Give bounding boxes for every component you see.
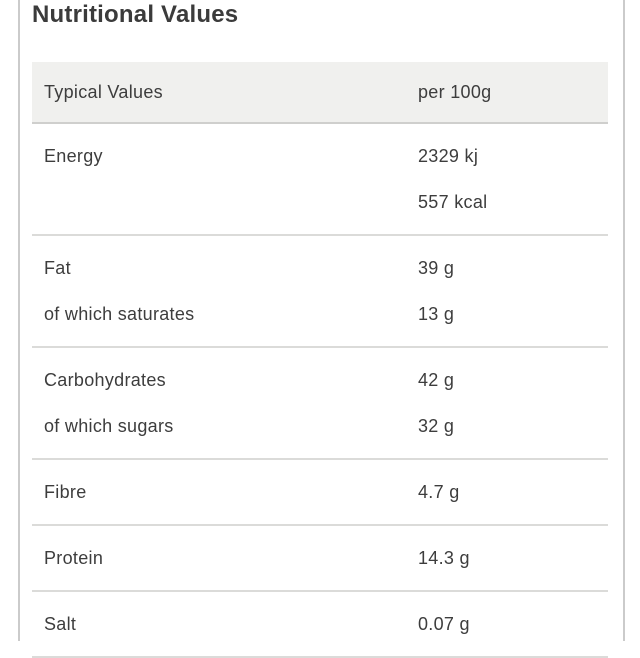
row-value: 0.07 g bbox=[418, 614, 470, 634]
table-row: Fibre 4.7 g bbox=[32, 482, 608, 502]
row-value: 13 g bbox=[418, 304, 455, 324]
content-right-border bbox=[623, 0, 625, 641]
row-value: 557 kcal bbox=[418, 192, 488, 212]
table-row: Protein 14.3 g bbox=[32, 548, 608, 568]
table-body: Energy 2329 kj 557 kcal Fat 39 g of which sat… bbox=[32, 124, 608, 658]
table-row: Energy 2329 kj bbox=[32, 146, 608, 166]
row-value: 32 g bbox=[418, 416, 455, 436]
table-row: of which sugars 32 g bbox=[32, 416, 608, 436]
row-label: of which sugars bbox=[44, 416, 174, 436]
table-section: Salt 0.07 g bbox=[32, 592, 608, 658]
row-value: 14.3 g bbox=[418, 548, 470, 568]
table-row: Fat 39 g bbox=[32, 258, 608, 278]
row-value: 2329 kj bbox=[418, 146, 479, 166]
table-row: of which saturates 13 g bbox=[32, 304, 608, 324]
table-row: Salt 0.07 g bbox=[32, 614, 608, 634]
nutrition-table: Typical Values per 100g Energy 2329 kj 557… bbox=[32, 62, 608, 658]
table-section: Fat 39 g of which saturates 13 g bbox=[32, 236, 608, 348]
row-label: Salt bbox=[44, 614, 77, 634]
table-header-row: Typical Values per 100g bbox=[32, 62, 608, 124]
page-title: Nutritional Values bbox=[32, 1, 239, 28]
row-label: Carbohydrates bbox=[44, 370, 166, 390]
row-value: 42 g bbox=[418, 370, 455, 390]
table-header-label: Typical Values bbox=[44, 82, 163, 102]
row-label: Energy bbox=[44, 146, 103, 166]
table-section: Fibre 4.7 g bbox=[32, 460, 608, 526]
table-row: Carbohydrates 42 g bbox=[32, 370, 608, 390]
content-left-border bbox=[18, 0, 20, 641]
row-value: 39 g bbox=[418, 258, 455, 278]
row-label: Protein bbox=[44, 548, 104, 568]
row-label: Fibre bbox=[44, 482, 87, 502]
table-section: Carbohydrates 42 g of which sugars 32 g bbox=[32, 348, 608, 460]
row-label bbox=[32, 192, 418, 212]
row-label: of which saturates bbox=[44, 304, 195, 324]
table-row: 557 kcal bbox=[32, 192, 608, 212]
row-value: 4.7 g bbox=[418, 482, 460, 502]
row-label: Fat bbox=[44, 258, 71, 278]
table-section: Energy 2329 kj 557 kcal bbox=[32, 124, 608, 236]
nutrition-panel: Nutritional Values Typical Values per 10… bbox=[32, 0, 608, 658]
table-header-value: per 100g bbox=[418, 82, 492, 102]
table-section: Protein 14.3 g bbox=[32, 526, 608, 592]
